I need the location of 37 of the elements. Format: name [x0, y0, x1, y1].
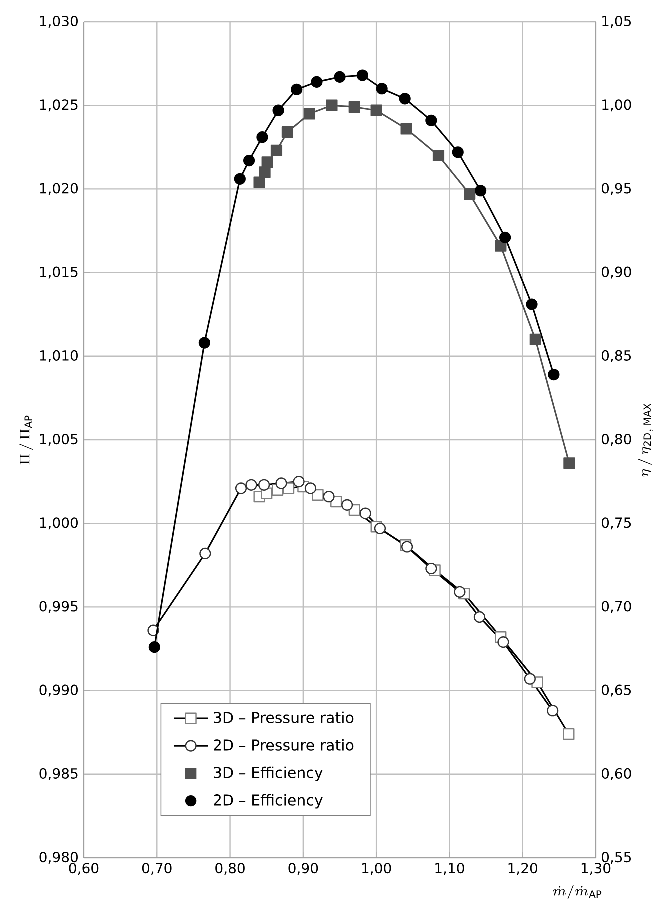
y-tick-label: 0,980 [40, 852, 78, 864]
y-tick-label: 1,000 [40, 518, 78, 530]
y-tick-label: 0,990 [40, 684, 78, 697]
y2-tick-label: 0,55 [602, 852, 632, 864]
legend-label: 3D – Efficiency [214, 766, 323, 782]
y-tick-label: 1,005 [40, 434, 78, 446]
y2-tick-label: 0,90 [602, 266, 632, 279]
y-tick-label: 1,030 [40, 16, 78, 28]
x-tick-label: 0,80 [216, 863, 245, 876]
x-tick-label: 0,60 [69, 863, 99, 876]
y2-tick-label: 0,70 [602, 601, 632, 614]
x-axis-title: $\dot{m}/\dot{m}_{\mathrm{AP}}$ [553, 885, 602, 900]
y2-tick-label: 1,05 [602, 16, 632, 28]
y-tick-label: 0,985 [40, 768, 78, 780]
y2-tick-label: 0,65 [602, 684, 632, 697]
y2-axis-title: $\eta\,/\,\eta_{\mathrm{2D,\,MAX}}$ [638, 404, 654, 477]
y-tick-label: 1,025 [40, 100, 78, 112]
y2-tick-label: 0,60 [602, 768, 632, 780]
y-tick-label: 0,995 [40, 601, 78, 614]
y2-tick-label: 0,95 [602, 183, 632, 196]
x-tick-label: 1,00 [362, 863, 392, 876]
y-tick-label: 1,020 [40, 183, 78, 196]
x-tick-label: 1,20 [508, 863, 538, 876]
x-tick-label: 1,10 [436, 863, 464, 876]
legend-label: 2D – Pressure ratio [214, 739, 354, 751]
y2-tick-label: 0,80 [602, 434, 632, 446]
y2-tick-label: 1,00 [602, 100, 632, 112]
y2-tick-label: 0,75 [602, 518, 632, 530]
legend-label: 3D – Pressure ratio [214, 712, 354, 724]
x-tick-label: 1,30 [582, 863, 611, 876]
x-tick-label: 0,90 [288, 863, 318, 876]
x-tick-label: 0,70 [142, 863, 172, 876]
y-tick-label: 1,010 [40, 350, 78, 362]
legend-label: 2D – Efficiency [214, 794, 323, 809]
y2-tick-label: 0,85 [602, 350, 632, 362]
y-tick-label: 1,015 [40, 266, 78, 279]
y-axis-title: $\Pi\,/\,\Pi_{\mathrm{AP}}$ [19, 416, 34, 465]
